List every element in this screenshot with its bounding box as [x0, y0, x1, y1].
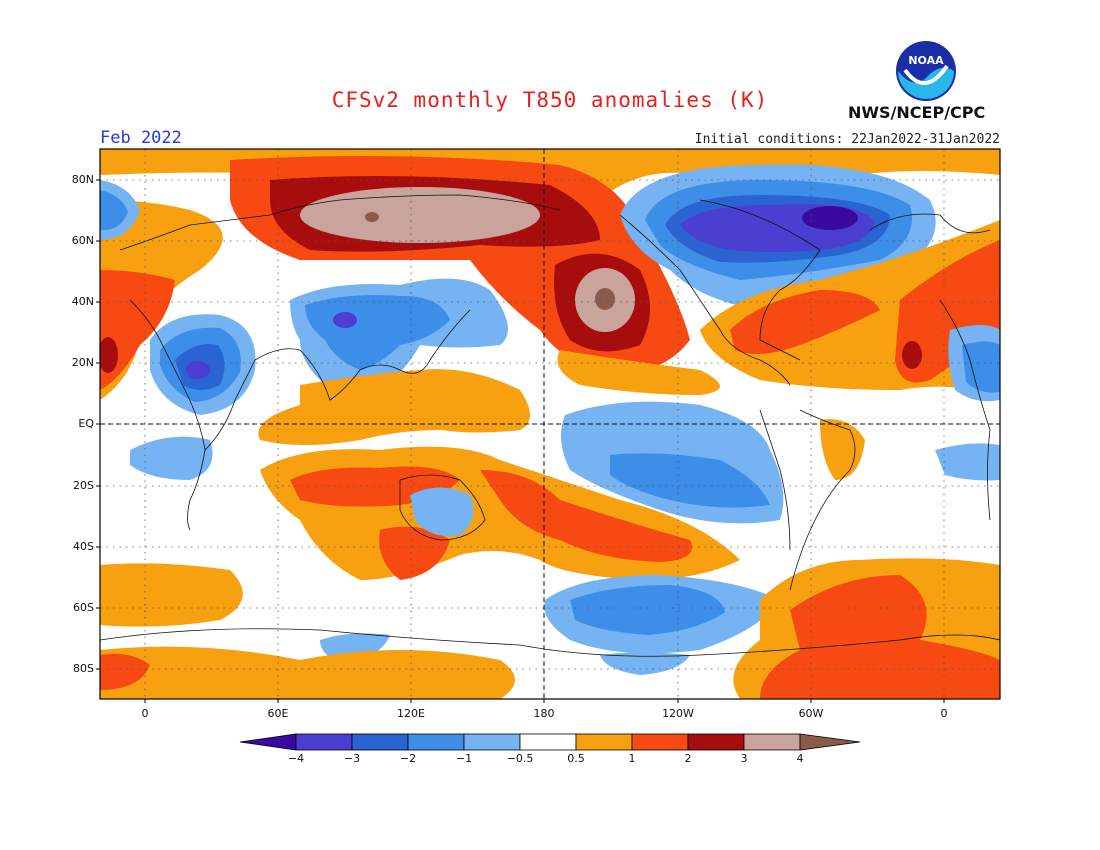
anomaly-region [100, 646, 515, 699]
anomaly-region [258, 369, 530, 445]
lat-label: 60S [73, 601, 94, 614]
anomaly-region [410, 487, 474, 536]
anomaly-region [557, 350, 720, 395]
equator-dateline [100, 149, 1000, 699]
map-title: CFSv2 monthly T850 anomalies (K) [331, 88, 769, 112]
colorbar-label: 0.5 [567, 752, 585, 765]
colorbar-swatch [239, 733, 297, 751]
anomaly-region [820, 419, 865, 480]
lat-label: 40S [73, 540, 94, 553]
lat-label: EQ [78, 417, 94, 430]
lat-label: 20S [73, 479, 94, 492]
noaa-logo-icon: NOAA [896, 41, 956, 101]
anomaly-region [100, 653, 150, 690]
lon-label: 0 [141, 707, 149, 720]
colorbar-swatch [575, 733, 633, 751]
colorbar-swatch [799, 733, 861, 751]
noaa-logo-text: NOAA [908, 54, 944, 67]
colorbar-label: −3 [343, 752, 361, 765]
forecast-month: Feb 2022 [100, 128, 182, 148]
lon-label: 0 [940, 707, 948, 720]
anomaly-region [100, 563, 243, 627]
lat-label: 80N [71, 173, 94, 186]
lat-label: 20N [71, 356, 94, 369]
coastlines [100, 194, 1000, 657]
anomaly-region [595, 288, 615, 310]
anomaly-region [186, 361, 210, 379]
anomaly-region [100, 190, 128, 231]
graticule [100, 149, 1000, 699]
anomaly-region [570, 585, 725, 635]
map-field [100, 149, 1000, 699]
colorbar-swatch [743, 733, 801, 751]
colorbar-swatch [519, 733, 577, 751]
anomaly-region [300, 187, 540, 243]
anomaly-region [130, 436, 213, 480]
anomaly-region [802, 206, 858, 230]
colorbar-label: 2 [684, 752, 692, 765]
colorbar-label: −4 [287, 752, 305, 765]
lon-label: 60W [798, 707, 824, 720]
ticks [96, 179, 945, 703]
lon-label: 120W [662, 707, 694, 720]
anomaly-region [902, 341, 922, 369]
colorbar [239, 733, 861, 751]
anomaly-region [600, 652, 690, 675]
colorbar-swatch [631, 733, 689, 751]
colorbar-label: −0.5 [506, 752, 534, 765]
colorbar-label: 1 [628, 752, 636, 765]
anomaly-region [333, 312, 357, 328]
colorbar-label: 3 [740, 752, 748, 765]
colorbar-swatch [463, 733, 521, 751]
lon-label: 120E [397, 707, 425, 720]
colorbar-swatch [295, 733, 353, 751]
anomaly-region [100, 337, 118, 373]
anomaly-region [610, 453, 770, 508]
anomaly-region [935, 443, 1000, 481]
lat-label: 80S [73, 662, 94, 675]
lon-label: 60E [267, 707, 289, 720]
anomaly-region [480, 470, 692, 562]
lon-label: 180 [533, 707, 555, 720]
anomaly-region [760, 575, 1000, 699]
anomaly-region [379, 526, 450, 580]
anomaly-region [100, 270, 175, 390]
anomaly-region [730, 290, 880, 354]
colorbar-label: −1 [455, 752, 473, 765]
colorbar-swatch [687, 733, 745, 751]
lat-label: 40N [71, 295, 94, 308]
colorbar-swatch [351, 733, 409, 751]
colorbar-label: 4 [796, 752, 804, 765]
colorbar-swatch [407, 733, 465, 751]
colorbar-label: −2 [399, 752, 417, 765]
anomaly-region [962, 341, 1000, 393]
anomaly-region [365, 212, 379, 222]
lat-label: 60N [71, 234, 94, 247]
agency-label: NWS/NCEP/CPC [848, 103, 986, 122]
initial-conditions: Initial conditions: 22Jan2022-31Jan2022 [694, 132, 1000, 147]
